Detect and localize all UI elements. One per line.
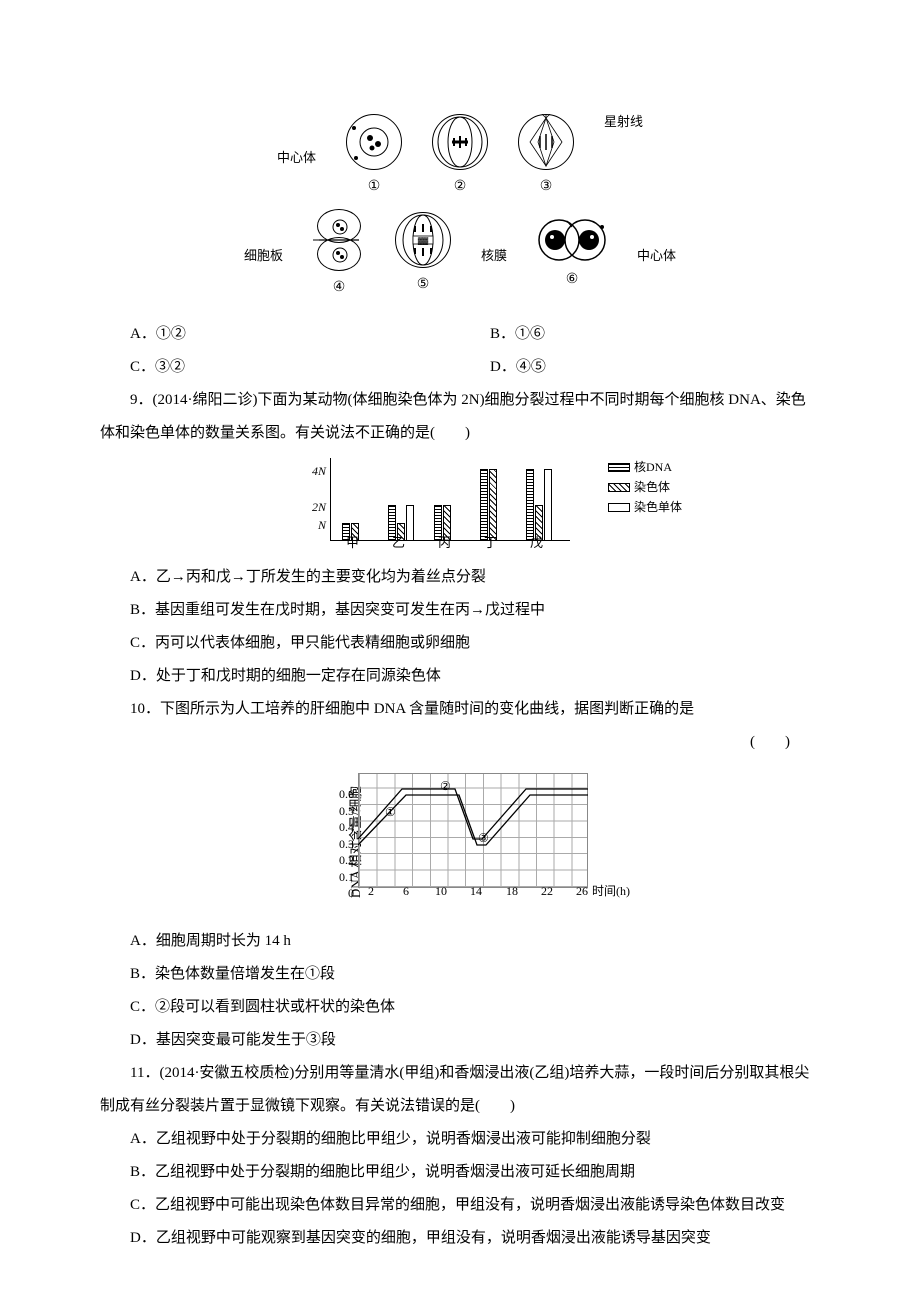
q8-option-c: C．③②: [130, 359, 185, 375]
cell-6: ⑥: [537, 217, 607, 296]
q11-option-b: B．乙组视野中处于分裂期的细胞比甲组少，说明香烟浸出液可延长细胞周期: [100, 1156, 820, 1189]
bar: [406, 505, 414, 541]
q8-figure: 中心体 ① ② ③ 星射线 细胞板 ④: [100, 108, 820, 310]
q9-chart: 4N 2N N 甲乙丙丁戊 核DNA 染色体 染色单体: [100, 458, 820, 553]
label-centrosome: 中心体: [277, 144, 316, 173]
q10-option-c: C．②段可以看到圆柱状或杆状的染色体: [100, 991, 820, 1024]
q9-legend: 核DNA 染色体 染色单体: [608, 458, 682, 519]
q10-option-b: B．染色体数量倍增发生在①段: [100, 958, 820, 991]
cell-2: ②: [432, 114, 488, 203]
q9-option-d: D．处于丁和戊时期的细胞一定存在同源染色体: [100, 660, 820, 693]
label-aster: 星射线: [604, 108, 643, 137]
q8-option-b: B．①⑥: [490, 326, 545, 342]
q10-chart: DNA 相对含量/细胞 0 0.1 0.2 0.3 0.4 0.5 0.6 2 …: [100, 767, 820, 917]
cell-3: ③: [518, 114, 574, 203]
cell-4: ④: [313, 209, 365, 304]
bar-category-label: 甲: [346, 529, 359, 558]
label-cellplate: 细胞板: [244, 242, 283, 271]
cell-1: ①: [346, 114, 402, 203]
label-centrosome-2: 中心体: [637, 242, 676, 271]
q10-intro: 10．下图所示为人工培养的肝细胞中 DNA 含量随时间的变化曲线，据图判断正确的…: [100, 693, 820, 726]
cell-5: ▓▓ ⑤: [395, 212, 451, 301]
q8-option-a: A．①②: [130, 326, 186, 342]
q10-paren: ( ): [100, 726, 820, 759]
q8-options-row1: A．①② B．①⑥: [100, 318, 820, 351]
q9-option-c: C．丙可以代表体细胞，甲只能代表精细胞或卵细胞: [100, 627, 820, 660]
q8-option-d: D．④⑤: [490, 359, 546, 375]
q10-xlabel: 时间(h): [592, 878, 630, 904]
q11-option-a: A．乙组视野中处于分裂期的细胞比甲组少，说明香烟浸出液可能抑制细胞分裂: [100, 1123, 820, 1156]
q9-option-a: A．乙→丙和戊→丁所发生的主要变化均为着丝点分裂: [100, 561, 820, 594]
q11-option-c: C．乙组视野中可能出现染色体数目异常的细胞，甲组没有，说明香烟浸出液能诱导染色体…: [100, 1189, 820, 1222]
label-nuclear-membrane: 核膜: [481, 242, 507, 271]
bar: [544, 469, 552, 541]
bar-category-label: 丁: [484, 529, 497, 558]
bar-category-label: 戊: [530, 529, 543, 558]
q8-options-row2: C．③② D．④⑤: [100, 351, 820, 384]
bar-category-label: 丙: [438, 529, 451, 558]
svg-text:▓▓: ▓▓: [418, 237, 429, 245]
bar-category-label: 乙: [392, 529, 405, 558]
q11-option-d: D．乙组视野中可能观察到基因突变的细胞，甲组没有，说明香烟浸出液能诱导基因突变: [100, 1222, 820, 1255]
q9-option-b: B．基因重组可发生在戊时期，基因突变可发生在丙→戊过程中: [100, 594, 820, 627]
q11-intro: 11．(2014·安徽五校质检)分别用等量清水(甲组)和香烟浸出液(乙组)培养大…: [100, 1057, 820, 1123]
q10-option-d: D．基因突变最可能发生于③段: [100, 1024, 820, 1057]
q9-intro: 9．(2014·绵阳二诊)下面为某动物(体细胞染色体为 2N)细胞分裂过程中不同…: [100, 384, 820, 450]
q10-option-a: A．细胞周期时长为 14 h: [100, 925, 820, 958]
